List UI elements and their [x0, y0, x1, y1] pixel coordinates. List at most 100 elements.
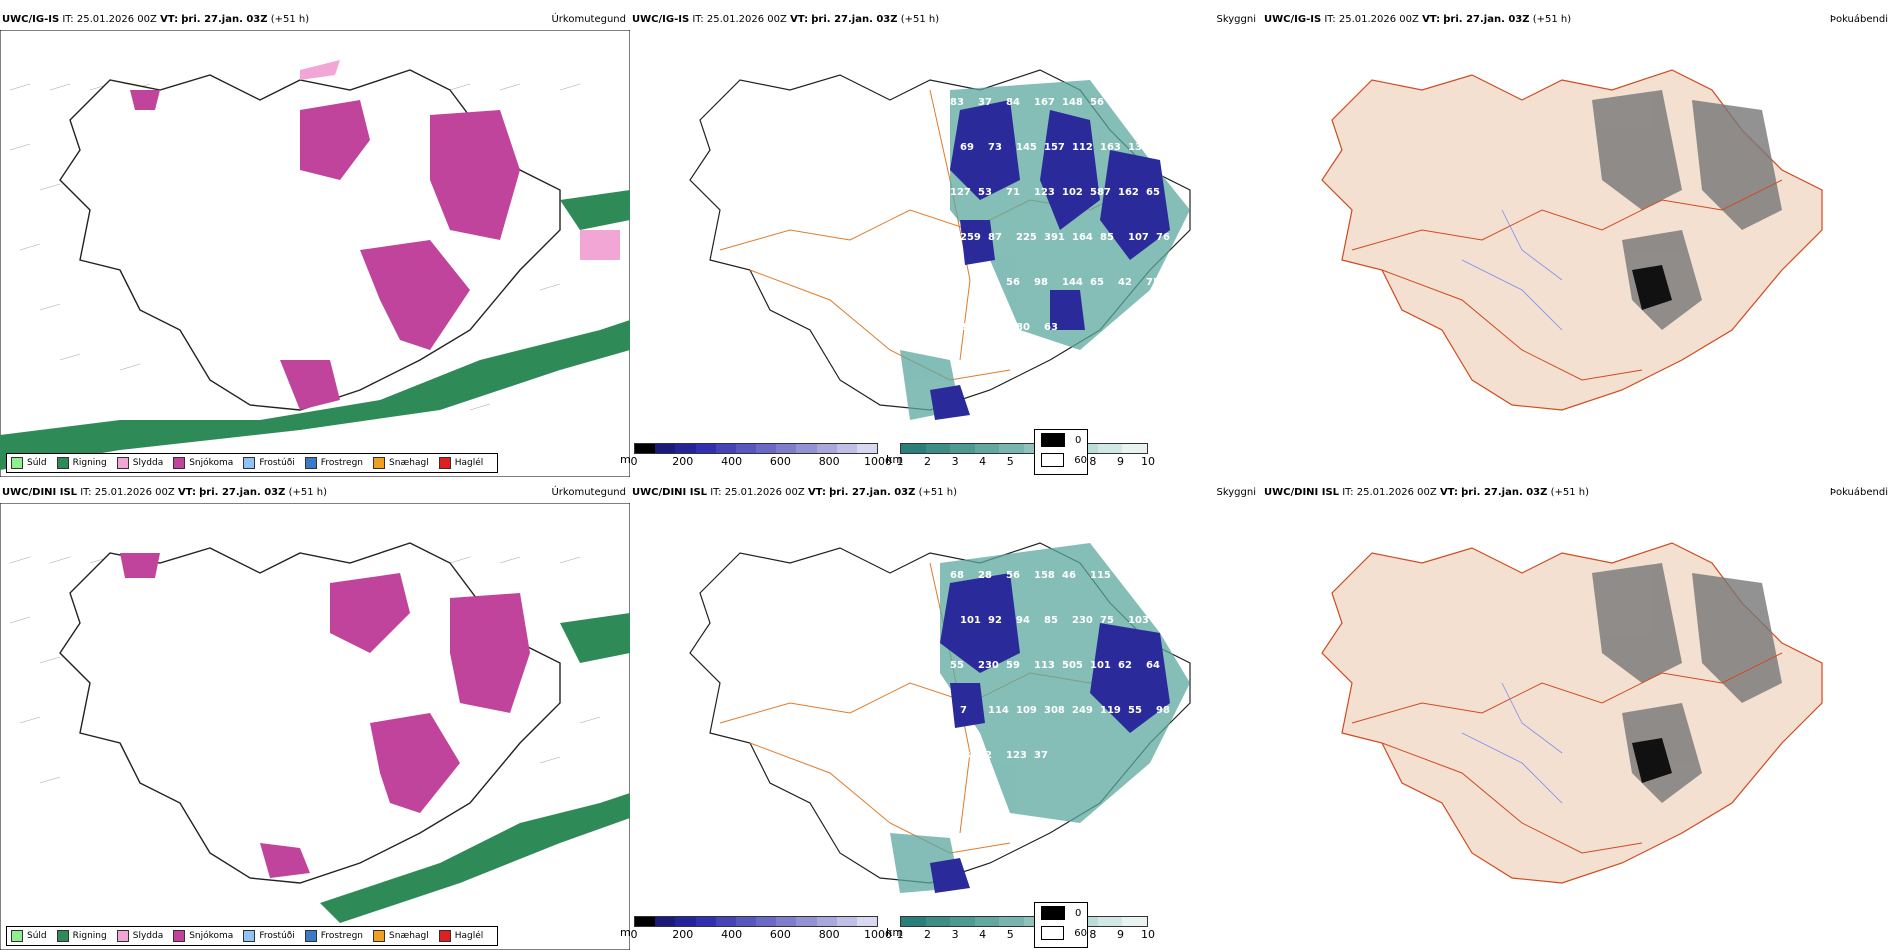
colorbar-cell: [816, 917, 837, 926]
visibility-colorbar: km 12345678910: [886, 443, 1155, 473]
panel-title: Þokuábendi: [1829, 487, 1888, 498]
fog-map: [1321, 542, 1823, 884]
panel-header: UWC/IG-IS IT: 25.01.2026 00Z VT: þri. 27…: [632, 14, 940, 25]
visibility-value-label: 53: [978, 187, 992, 198]
visibility-value-label: 63: [1044, 322, 1058, 333]
visibility-value-label: 139: [1128, 142, 1149, 153]
colorbar-cell: [836, 917, 857, 926]
colorbar-tick-label: 800: [818, 455, 840, 468]
visibility-value-label: 85: [1156, 142, 1170, 153]
visibility-value-label: 123: [1034, 187, 1055, 198]
colorbar-cell: [796, 917, 817, 926]
visibility-value-label: 37: [978, 97, 992, 108]
visibility-value-label: 391: [1044, 232, 1065, 243]
visibility-value-label: 55: [1128, 705, 1142, 716]
colorbar-cell: [901, 444, 926, 453]
visibility-value-label: 167: [1034, 97, 1055, 108]
colorbar-cell: [974, 444, 1000, 453]
colorbar-tick-label: 4: [979, 455, 987, 468]
visibility-value-label: 70: [1118, 570, 1132, 581]
colorbar-cell: [776, 917, 797, 926]
colorbar-cell: [925, 917, 951, 926]
visibility-value-label: 109: [1016, 705, 1037, 716]
colorbar-cell: [675, 917, 696, 926]
visibility-value-label: 68: [950, 570, 964, 581]
colorbar-tick-label: 600: [769, 455, 791, 468]
panel-header: UWC/IG-IS IT: 25.01.2026 00Z VT: þri. 27…: [2, 14, 310, 25]
colorbar-cell: [950, 444, 975, 453]
visibility-value-label: 101: [1090, 660, 1111, 671]
visibility-value-label: 230: [1072, 615, 1093, 626]
visibility-value-label: 56: [1006, 570, 1020, 581]
visibility-value-label: 7: [960, 705, 967, 716]
colorbar-cell: [715, 917, 736, 926]
colorbar-cell: [950, 917, 975, 926]
visibility-value-label: 70: [1156, 615, 1170, 626]
visibility-value-label: 101: [960, 615, 981, 626]
colorbar-tick-label: 800: [818, 928, 840, 941]
colorbar-tick-label: 9: [1116, 455, 1124, 468]
colorbar-tick-label: 1: [896, 455, 904, 468]
visibility-value-label: 162: [1118, 187, 1139, 198]
visibility-value-label: 42: [1118, 277, 1132, 288]
visibility-value-label: 308: [1044, 705, 1065, 716]
visibility-value-label: 259: [960, 232, 981, 243]
colorbar-cell: [1097, 444, 1123, 453]
colorbar-tick-label: 600: [769, 928, 791, 941]
panel-header: UWC/DINI ISL IT: 25.01.2026 00Z VT: þri.…: [632, 487, 958, 498]
colorbar-cell: [856, 917, 878, 926]
visibility-value-label: 65: [1090, 277, 1104, 288]
precip-legend: Súld Rigning Slydda Snjókoma Frostúði Fr…: [6, 453, 499, 473]
colorbar-tick-label: 0: [630, 455, 638, 468]
colorbar-cell: [999, 917, 1024, 926]
visibility-value-label: 103: [1128, 615, 1149, 626]
colorbar-cell: [695, 444, 716, 453]
visibility-value-label: 75: [1100, 615, 1114, 626]
colorbar-tick-label: 5: [1006, 928, 1014, 941]
colorbar-tick-label: 200: [672, 455, 694, 468]
visibility-value-label: 75: [1146, 277, 1160, 288]
precip-legend: Súld Rigning Slydda Snjókoma Frostúði Fr…: [6, 926, 499, 946]
visibility-value-label: 113: [1034, 660, 1055, 671]
panel-header: UWC/DINI ISL IT: 25.01.2026 00Z VT: þri.…: [2, 487, 328, 498]
visibility-value-label: 158: [1034, 570, 1055, 581]
visibility-value-label: 84: [1006, 97, 1020, 108]
visibility-value-label: 37: [1034, 750, 1048, 761]
colorbar-tick-label: 2: [924, 455, 932, 468]
visibility-value-label: 87: [988, 232, 1002, 243]
colorbar-tick-label: 4: [979, 928, 987, 941]
colorbar-cell: [925, 444, 951, 453]
colorbar-cell: [999, 444, 1024, 453]
colorbar-cell: [1122, 444, 1147, 453]
colorbar-cell: [776, 444, 797, 453]
visibility-value-label: 249: [1072, 705, 1093, 716]
colorbar-tick-label: 10: [1141, 455, 1155, 468]
colorbar-cell: [635, 917, 656, 926]
colorbar-cell: [974, 917, 1000, 926]
colorbar-cell: [756, 917, 777, 926]
visibility-map: 83 37 84 167 148 56 60 56 69 73 145 157 112 163 139 85 1…: [689, 69, 1191, 420]
colorbar-cell: [856, 444, 878, 453]
visibility-value-label: 148: [1062, 97, 1083, 108]
visibility-value-label: 71: [1006, 187, 1020, 198]
panel-title: Skyggni: [1216, 14, 1256, 25]
colorbar-tick-label: 2: [924, 928, 932, 941]
fog-scale-legend: 0 60: [1034, 902, 1088, 948]
visibility-value-label: 587: [1090, 187, 1111, 198]
visibility-value-label: 98: [1156, 705, 1170, 716]
visibility-value-label: 115: [1090, 570, 1111, 581]
colorbar-cell: [655, 917, 676, 926]
colorbar-cell: [836, 444, 857, 453]
colorbar-cell: [715, 444, 736, 453]
precip-panel-2: UWC/DINI ISL IT: 25.01.2026 00Z VT: þri.…: [0, 485, 630, 950]
visibility-colorbar: km 12345678910: [886, 916, 1155, 946]
colorbar-tick-label: 1: [896, 928, 904, 941]
precip-map: [0, 503, 630, 950]
visibility-value-label: 230: [978, 660, 999, 671]
visibility-value-label: 56: [1090, 97, 1104, 108]
panel-title: Skyggni: [1216, 487, 1256, 498]
panel-title: Þokuábendi: [1829, 14, 1888, 25]
visibility-value-label: 56: [1006, 277, 1020, 288]
visibility-value-label: 73: [988, 142, 1002, 153]
visibility-value-label: 102: [1062, 187, 1083, 198]
